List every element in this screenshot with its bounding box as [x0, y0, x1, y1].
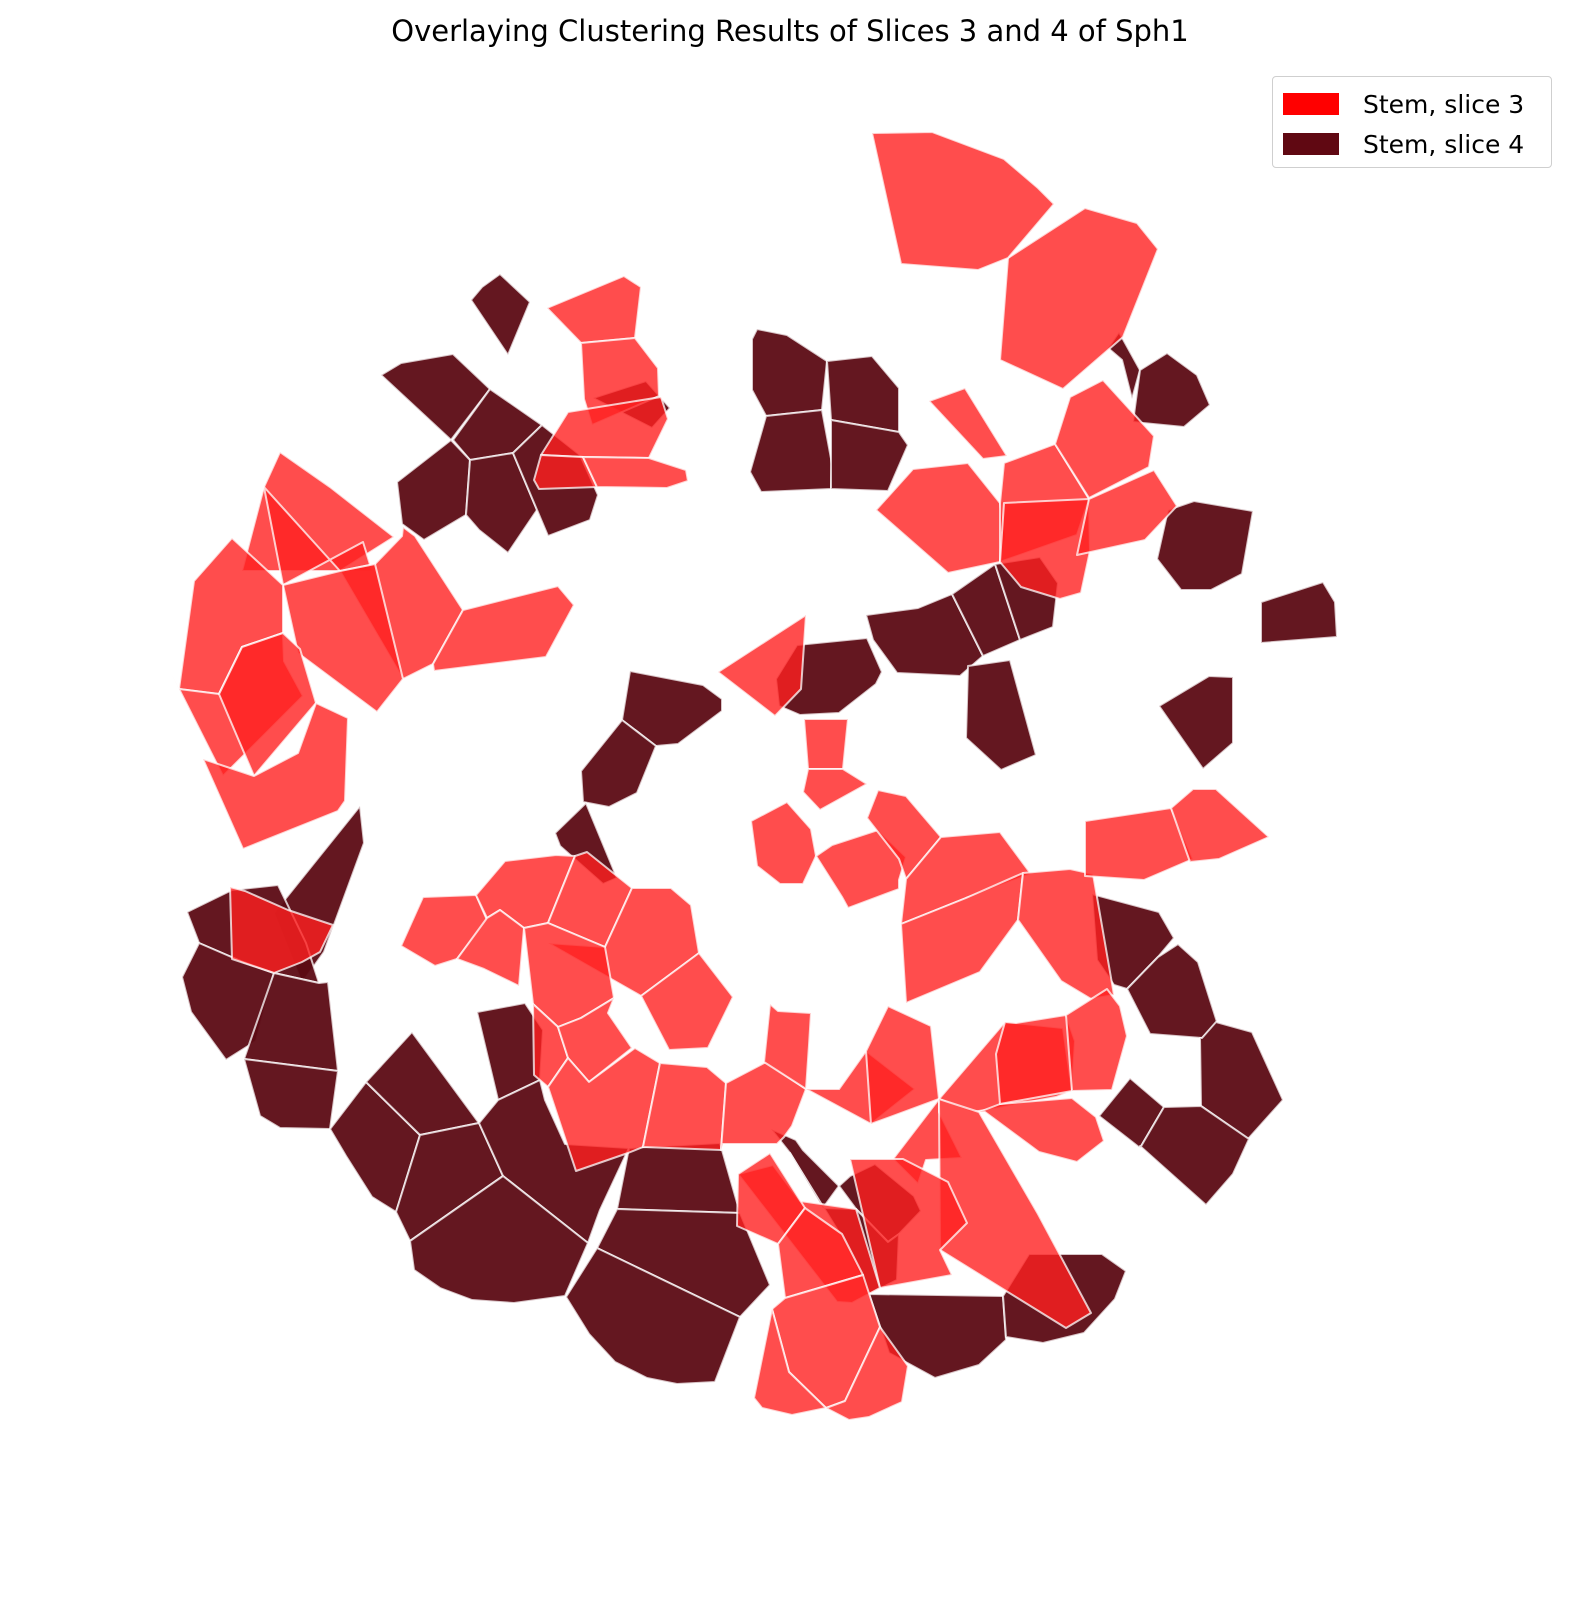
legend-swatch-slice-3 — [1283, 93, 1339, 115]
slice-3-cells — [171, 131, 1270, 1421]
slice-3-cell-51 — [978, 1097, 1105, 1163]
slice-4-cell-28 — [243, 972, 339, 1072]
slice-4-cell-1 — [470, 273, 531, 356]
slice-3-cell-26 — [750, 801, 817, 885]
slice-3-cell-48 — [865, 1005, 940, 1125]
legend: Stem, slice 3 Stem, slice 4 — [1272, 76, 1552, 168]
slice-3-cell-27 — [815, 829, 907, 909]
slice-3-cell-24 — [803, 718, 849, 770]
slice-4-cell-23 — [580, 719, 657, 808]
slice-4-cell-17 — [1132, 352, 1211, 428]
slice-3-cell-33 — [1170, 788, 1270, 863]
slice-3-cell-16 — [875, 462, 1007, 574]
legend-entry-slice-3: Stem, slice 3 — [1283, 89, 1524, 119]
slice-4-cell-35 — [409, 1175, 589, 1304]
slice-3-cell-39 — [640, 952, 734, 1051]
slice-3-cell-23 — [717, 614, 807, 717]
slice-3-cell-20 — [871, 131, 1055, 271]
slice-3-cell-22 — [1076, 469, 1178, 556]
slice-4-cell-4 — [396, 439, 471, 541]
slice-3-cell-1 — [546, 275, 642, 344]
slice-3-cell-32 — [1084, 807, 1194, 881]
slice-4-cell-20 — [1158, 675, 1234, 770]
slice-3-cell-62 — [229, 886, 334, 974]
slice-4-cell-11 — [830, 419, 909, 492]
slice-3-cell-14 — [432, 585, 575, 672]
legend-label-slice-3: Stem, slice 3 — [1363, 89, 1525, 119]
slice-3-cell-44 — [642, 1062, 727, 1151]
slice-3-cell-31 — [1017, 868, 1115, 1000]
slice-4-cell-45 — [1126, 943, 1218, 1039]
slice-3-cell-19 — [999, 207, 1159, 390]
slice-4-cell-37 — [596, 1208, 771, 1318]
slice-4-cell-19 — [1260, 581, 1338, 644]
slice-3-cell-55 — [849, 1158, 968, 1289]
slice-4-cell-46 — [1199, 1021, 1284, 1140]
slice-4-cell-38 — [565, 1247, 741, 1385]
slice-3-cell-7 — [263, 486, 373, 586]
legend-entry-slice-4: Stem, slice 4 — [1283, 129, 1524, 159]
slice-4-cell-9 — [749, 409, 833, 493]
slice-3-cell-3 — [540, 396, 669, 459]
slice-3-cell-58 — [777, 1207, 864, 1299]
chart-title: Overlaying Clustering Results of Slices … — [391, 14, 1189, 48]
slice-3-cell-5 — [582, 456, 689, 489]
slice-4-cell-29 — [243, 1058, 339, 1130]
slice-3-cell-25 — [802, 768, 868, 811]
legend-swatch-slice-4 — [1283, 133, 1339, 155]
slice-4-cell-36 — [616, 1142, 741, 1214]
slice-3-cell-45 — [720, 1061, 807, 1151]
slice-3-cell-15 — [928, 387, 1008, 460]
slice-3-cell-13 — [202, 702, 349, 850]
slice-4-cell-18 — [1156, 500, 1254, 591]
slice-3-cell-52 — [995, 1014, 1076, 1105]
slice-4-cell-48 — [1139, 1105, 1250, 1206]
slice-4-cell-8 — [751, 328, 828, 417]
slice-4-cell-15 — [965, 659, 1037, 771]
slice-3-cell-61 — [825, 1326, 909, 1421]
legend-label-slice-4: Stem, slice 4 — [1363, 129, 1525, 159]
slice-4-cell-10 — [826, 355, 900, 433]
slice-3-cell-53 — [1065, 988, 1128, 1092]
